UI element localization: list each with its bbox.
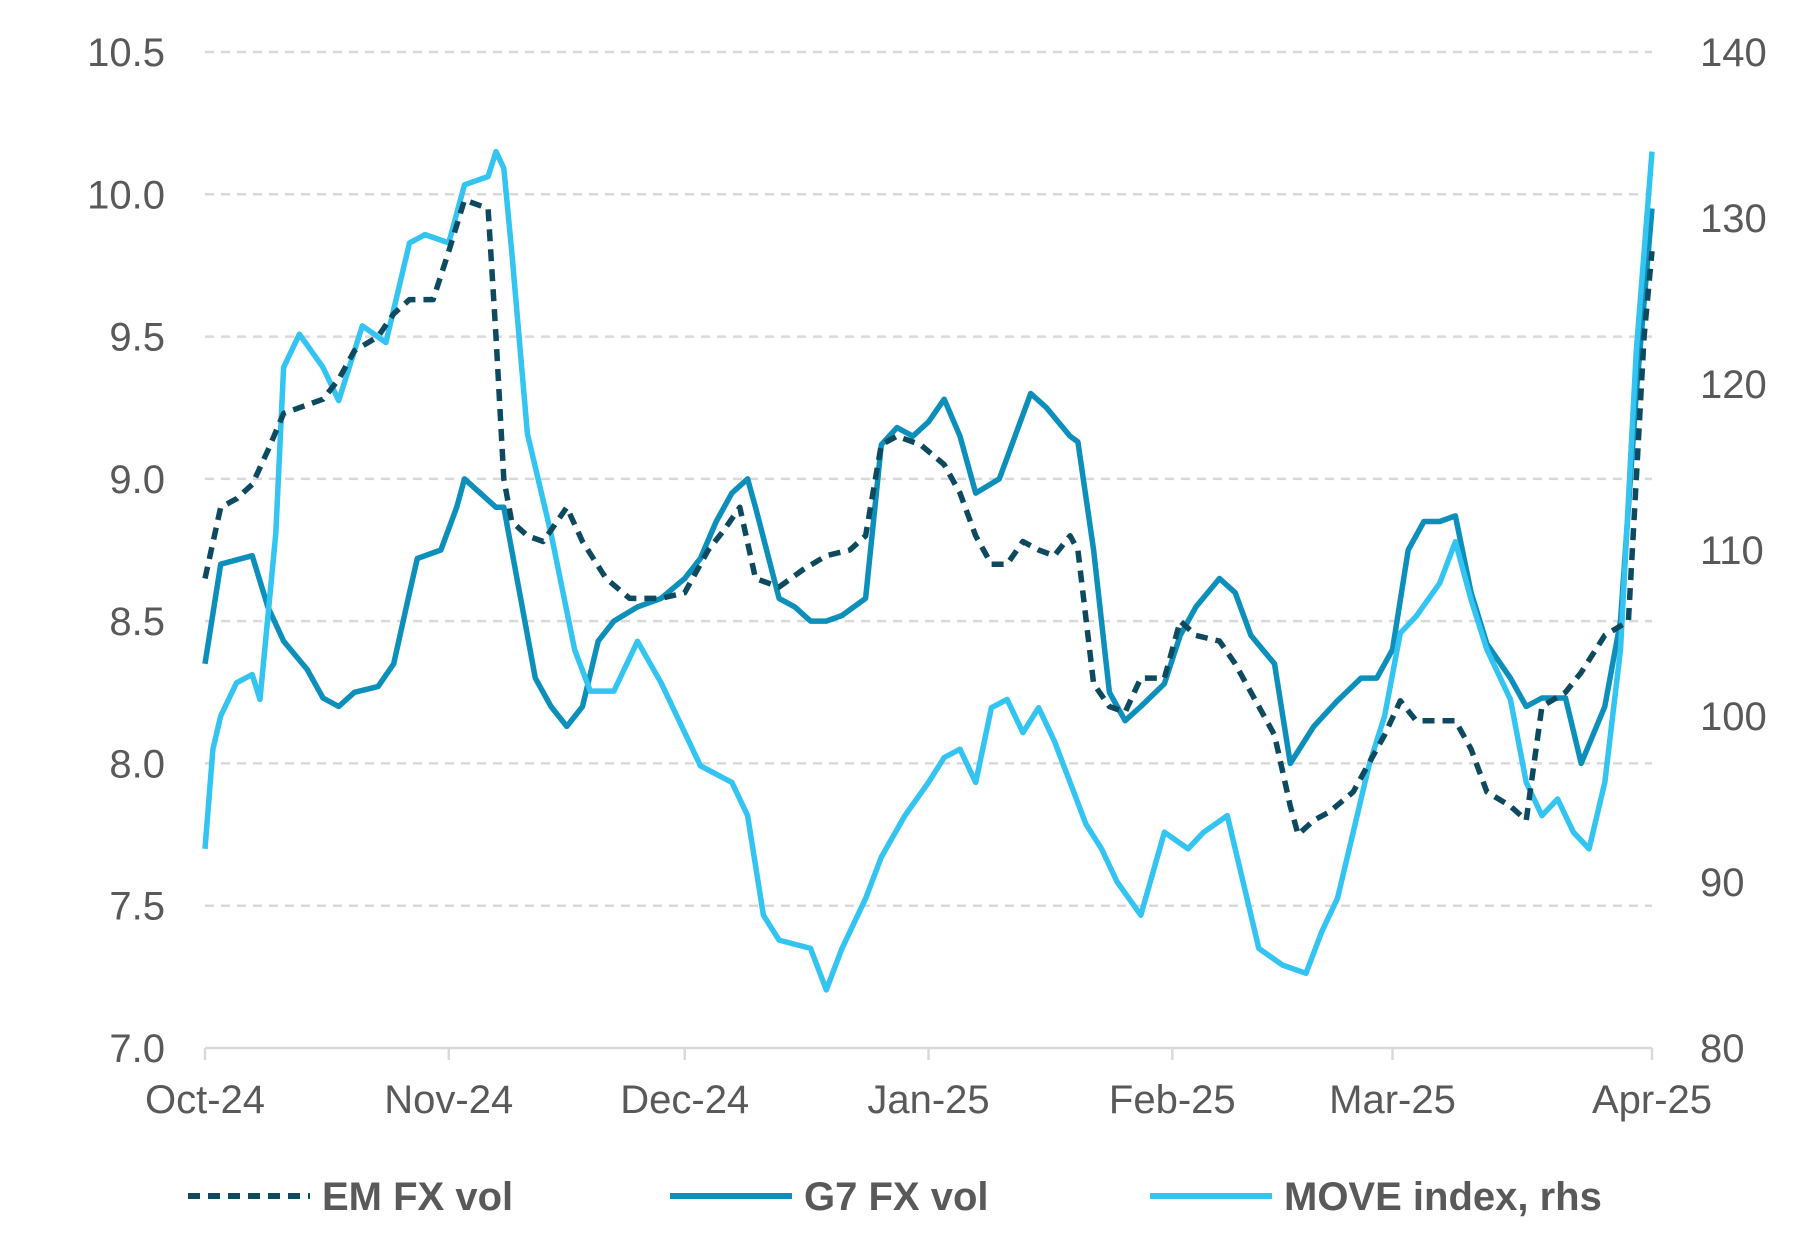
y-right-tick-label: 120 <box>1700 363 1767 407</box>
y-right-tick-label: 90 <box>1700 861 1745 905</box>
series-line-g7-fx-vol <box>202 208 1655 767</box>
y-left-tick-label: 8.0 <box>109 742 165 786</box>
legend-label: EM FX vol <box>322 1175 513 1219</box>
x-tick-label: Mar-25 <box>1329 1078 1456 1122</box>
series-line-move-index-rhs <box>202 148 1655 993</box>
y-left-tick-label: 7.5 <box>109 885 165 929</box>
x-tick-label: Jan-25 <box>867 1078 989 1122</box>
y-right-tick-label: 110 <box>1700 529 1764 573</box>
y-right-tick-label: 130 <box>1700 197 1767 241</box>
x-tick-label: Oct-24 <box>145 1078 265 1122</box>
y-right-tick-label: 140 <box>1700 31 1767 75</box>
y-left-tick-label: 9.5 <box>109 316 165 360</box>
y-left-tick-label: 9.0 <box>109 458 165 502</box>
legend-label: G7 FX vol <box>804 1175 989 1219</box>
x-tick-label: Nov-24 <box>384 1078 513 1122</box>
y-right-tick-label: 100 <box>1700 695 1767 739</box>
legend: EM FX vol G7 FX vol MOVE index, rhs <box>188 1175 1602 1219</box>
x-tick-label: Feb-25 <box>1109 1078 1236 1122</box>
series-lines <box>202 148 1655 993</box>
y-left-tick-label: 7.0 <box>109 1027 165 1071</box>
x-tick-label: Dec-24 <box>620 1078 749 1122</box>
y-left-tick-label: 10.0 <box>87 173 165 217</box>
x-tick-label: Apr-25 <box>1592 1078 1712 1122</box>
y-left-tick-label: 10.5 <box>87 31 165 75</box>
y-right-tick-label: 80 <box>1700 1027 1745 1071</box>
series-line-em-fx-vol <box>202 197 1655 838</box>
gridlines <box>205 50 1652 907</box>
axes: 7.0 7.5 8.0 8.5 9.0 9.5 10.0 10.5 80 90 100 110 120 1… <box>87 31 1767 1122</box>
legend-label: MOVE index, rhs <box>1284 1175 1602 1219</box>
y-left-tick-label: 8.5 <box>109 600 165 644</box>
